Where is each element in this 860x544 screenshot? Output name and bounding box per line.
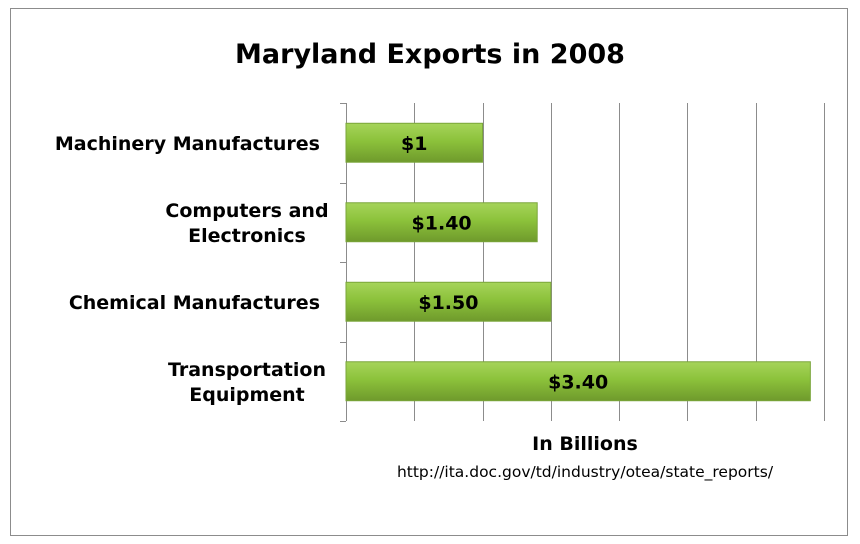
category-label-2-line-0: Chemical Manufactures <box>69 292 320 314</box>
data-label-3: $3.40 <box>548 371 608 393</box>
bar-3 <box>345 361 811 402</box>
category-label-0-line-0: Machinery Manufactures <box>55 133 320 155</box>
data-label-2: $1.50 <box>418 292 478 314</box>
category-label-1-line-0: Computers and <box>165 200 328 222</box>
chart-svg: $1 Machinery Manufactures $1.40 Computers a… <box>55 39 825 482</box>
chart-title: Maryland Exports in 2008 <box>235 39 625 70</box>
bar-1 <box>345 202 538 243</box>
category-label-3-line-1: Equipment <box>189 384 305 406</box>
label-layer: $1 Machinery Manufactures $1.40 Computers a… <box>55 133 608 406</box>
bar-0 <box>345 122 484 163</box>
category-label-3-line-0: Transportation <box>168 359 326 381</box>
chart-frame: $1 Machinery Manufactures $1.40 Computers a… <box>10 8 848 536</box>
x-axis-title: In Billions <box>532 433 638 455</box>
category-label-1-line-1: Electronics <box>188 225 306 247</box>
source-citation: http://ita.doc.gov/td/industry/otea/stat… <box>397 463 774 482</box>
data-label-1: $1.40 <box>412 212 472 234</box>
data-label-0: $1 <box>401 133 427 155</box>
bar-layer <box>345 122 811 402</box>
bar-2 <box>345 281 552 322</box>
